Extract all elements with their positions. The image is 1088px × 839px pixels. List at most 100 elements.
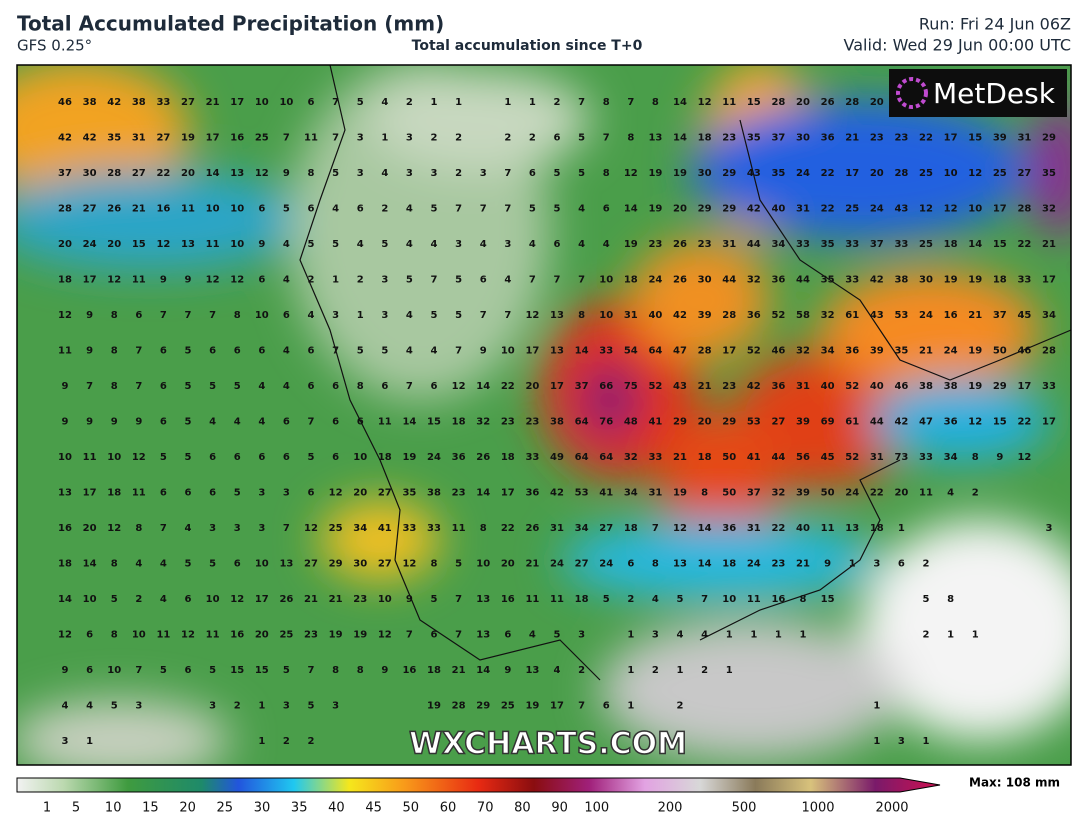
grid-value: 19 <box>525 701 539 712</box>
grid-value: 3 <box>258 523 265 534</box>
grid-value: 17 <box>993 204 1007 215</box>
grid-value: 2 <box>677 701 684 712</box>
grid-value: 9 <box>62 417 69 428</box>
grid-value: 4 <box>209 417 216 428</box>
grid-value: 5 <box>111 594 118 605</box>
grid-value: 15 <box>968 133 982 144</box>
grid-value: 2 <box>308 275 315 286</box>
grid-value: 7 <box>308 417 315 428</box>
grid-value: 15 <box>821 594 835 605</box>
grid-value: 29 <box>476 701 490 712</box>
grid-value: 11 <box>747 594 761 605</box>
grid-value: 69 <box>821 417 835 428</box>
colorbar <box>16 777 941 793</box>
grid-value: 14 <box>673 97 687 108</box>
grid-value: 64 <box>648 346 662 357</box>
grid-value: 25 <box>919 239 933 250</box>
grid-value: 11 <box>304 133 318 144</box>
grid-value: 7 <box>455 204 462 215</box>
grid-value: 7 <box>86 381 93 392</box>
grid-value: 20 <box>107 239 121 250</box>
grid-value: 7 <box>578 97 585 108</box>
grid-value: 18 <box>624 523 638 534</box>
grid-value: 33 <box>919 452 933 463</box>
grid-value: 6 <box>160 381 167 392</box>
grid-value: 6 <box>332 452 339 463</box>
grid-value: 11 <box>206 630 220 641</box>
grid-value: 5 <box>209 559 216 570</box>
grid-value: 3 <box>332 701 339 712</box>
colorbar-label: 40 <box>328 801 345 816</box>
grid-value: 6 <box>431 381 438 392</box>
grid-value: 18 <box>378 452 392 463</box>
grid-value: 10 <box>107 452 121 463</box>
grid-value: 7 <box>578 701 585 712</box>
grid-value: 3 <box>62 736 69 747</box>
grid-value: 3 <box>578 630 585 641</box>
grid-value: 44 <box>796 275 810 286</box>
grid-value: 5 <box>578 133 585 144</box>
grid-value: 5 <box>185 559 192 570</box>
grid-value: 4 <box>258 381 265 392</box>
grid-value: 5 <box>554 168 561 179</box>
grid-value: 6 <box>332 381 339 392</box>
grid-value: 10 <box>206 594 220 605</box>
colorbar-label: 60 <box>440 801 457 816</box>
grid-value: 5 <box>554 630 561 641</box>
grid-value: 30 <box>796 133 810 144</box>
grid-value: 5 <box>234 488 241 499</box>
grid-value: 14 <box>968 239 982 250</box>
run: Run: Fri 24 Jun 06Z <box>919 15 1071 34</box>
grid-value: 22 <box>919 133 933 144</box>
grid-value: 61 <box>845 310 859 321</box>
grid-value: 17 <box>944 133 958 144</box>
grid-value: 21 <box>1042 239 1056 250</box>
grid-value: 75 <box>624 381 638 392</box>
grid-value: 29 <box>722 204 736 215</box>
grid-value: 7 <box>406 630 413 641</box>
grid-value: 33 <box>796 239 810 250</box>
grid-value: 53 <box>747 417 761 428</box>
grid-value: 45 <box>1017 310 1031 321</box>
grid-value: 31 <box>132 133 146 144</box>
grid-value: 1 <box>726 630 733 641</box>
grid-value: 5 <box>209 381 216 392</box>
grid-value: 9 <box>480 346 487 357</box>
grid-value: 5 <box>431 594 438 605</box>
grid-value: 21 <box>132 204 146 215</box>
grid-value: 52 <box>845 452 859 463</box>
grid-value: 17 <box>1042 275 1056 286</box>
grid-value: 32 <box>771 488 785 499</box>
grid-value: 7 <box>332 133 339 144</box>
grid-value: 21 <box>673 452 687 463</box>
grid-value: 13 <box>648 133 662 144</box>
colorbar-label: 25 <box>217 801 234 816</box>
grid-value: 17 <box>550 701 564 712</box>
grid-value: 19 <box>402 452 416 463</box>
grid-value: 14 <box>476 381 490 392</box>
grid-value: 41 <box>599 488 613 499</box>
grid-value: 21 <box>968 310 982 321</box>
grid-value: 25 <box>993 168 1007 179</box>
grid-value: 6 <box>603 701 610 712</box>
colorbar-label: 5 <box>72 801 80 816</box>
grid-value: 17 <box>845 168 859 179</box>
grid-value: 50 <box>722 452 736 463</box>
grid-value: 3 <box>209 701 216 712</box>
grid-value: 26 <box>821 97 835 108</box>
grid-value: 1 <box>357 310 364 321</box>
grid-value: 25 <box>501 701 515 712</box>
grid-value: 38 <box>427 488 441 499</box>
grid-value: 24 <box>599 559 613 570</box>
grid-value: 33 <box>648 452 662 463</box>
grid-value: 17 <box>1017 381 1031 392</box>
grid-value: 7 <box>135 346 142 357</box>
grid-value: 66 <box>599 381 613 392</box>
grid-value: 29 <box>722 168 736 179</box>
grid-value: 42 <box>58 133 72 144</box>
grid-value: 24 <box>427 452 441 463</box>
grid-value: 2 <box>529 133 536 144</box>
grid-value: 12 <box>624 168 638 179</box>
grid-value: 42 <box>747 381 761 392</box>
grid-value: 4 <box>554 665 561 676</box>
